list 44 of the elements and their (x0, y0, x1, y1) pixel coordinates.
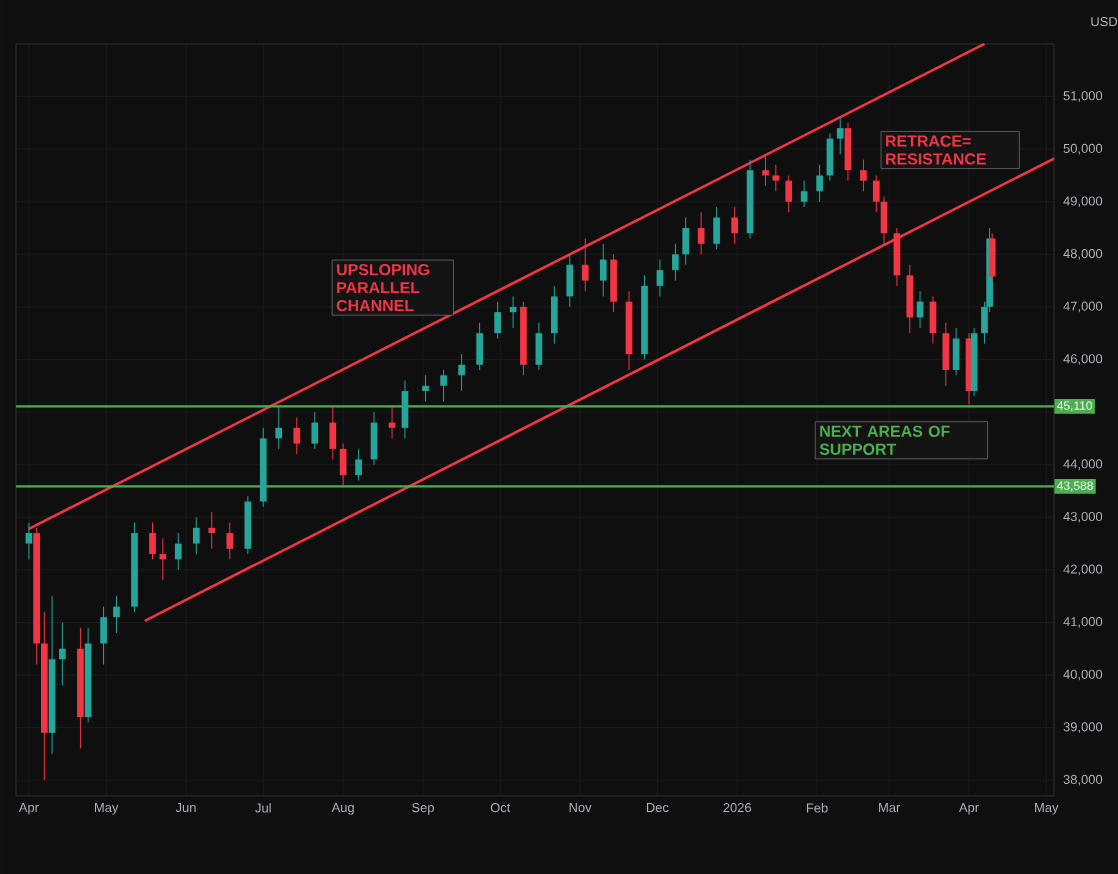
candlestick (311, 411, 319, 450)
candlestick (785, 174, 793, 213)
candlestick (860, 159, 867, 192)
candlestick (293, 416, 301, 455)
candlestick (906, 264, 914, 334)
candlestick (149, 522, 156, 560)
candlestick (113, 595, 120, 634)
candlestick (355, 448, 362, 481)
candlestick (731, 206, 738, 245)
candlestick (697, 211, 705, 255)
candlestick (401, 380, 409, 439)
candlestick (581, 238, 589, 292)
candlestick (208, 511, 216, 550)
candlestick (226, 522, 234, 560)
candlestick (59, 621, 66, 687)
candlestick (942, 322, 950, 387)
candlestick (672, 243, 679, 282)
candlestick (713, 206, 720, 250)
candlestick (656, 259, 664, 297)
candlestick (566, 253, 574, 308)
candlestick (952, 327, 960, 376)
candlestick (494, 301, 502, 339)
candlestick (422, 374, 429, 403)
candlestick (159, 537, 167, 581)
candlestick (800, 180, 808, 208)
candlestick (476, 322, 483, 371)
candlestick (550, 285, 558, 345)
candlestick (25, 522, 33, 560)
candlestick (772, 164, 780, 192)
candlestick (599, 243, 607, 297)
candlestick (762, 153, 769, 187)
candlestick (100, 606, 107, 665)
candlestick (836, 117, 844, 155)
candlestick (174, 532, 182, 571)
candlestick (440, 369, 447, 403)
candlestick (192, 516, 200, 555)
candlestick (275, 406, 283, 450)
candlestick (816, 164, 823, 203)
candlestick (610, 253, 617, 313)
candlestick (329, 406, 337, 460)
candlestick (535, 322, 543, 371)
candlestick (458, 353, 465, 392)
candlestick (682, 217, 690, 266)
candlestick (244, 495, 252, 555)
